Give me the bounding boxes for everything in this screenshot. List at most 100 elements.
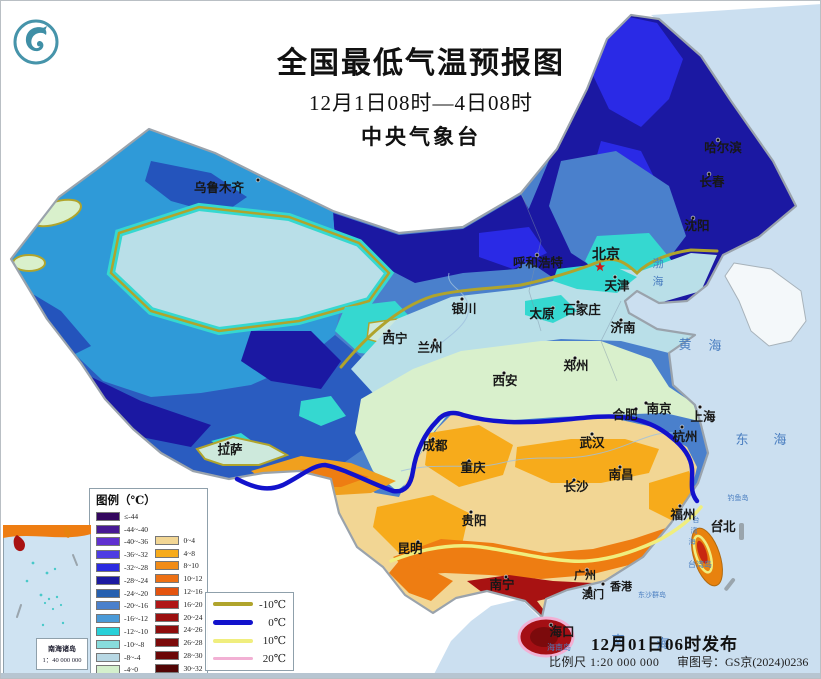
- city-label: 天津: [604, 278, 630, 293]
- city-dot-marker: [548, 622, 554, 628]
- legend-swatch: [155, 599, 180, 609]
- legend-row: ≤-44: [96, 510, 155, 523]
- city-label: 拉萨: [217, 442, 243, 457]
- legend-range-label: -24~-20: [124, 588, 149, 598]
- sea-label: 东: [735, 432, 748, 447]
- city-dot-marker: [618, 317, 624, 323]
- isotherm-line-swatch: [213, 638, 253, 643]
- city-dot-marker: [466, 458, 472, 464]
- city-dot-marker: [575, 299, 581, 305]
- legend-title: 图例（℃）: [96, 495, 156, 507]
- city-label: 广州: [574, 568, 596, 582]
- city-dot-marker: [643, 400, 649, 406]
- sea-label: 钓鱼岛: [728, 493, 749, 502]
- isotherm-label: -10℃: [259, 598, 286, 611]
- city-dot-marker: [386, 328, 392, 334]
- legend-swatch: [96, 627, 120, 637]
- legend-range-label: 30~32: [183, 663, 203, 673]
- sea-label: 海南岛: [547, 642, 571, 652]
- city-label: 南京: [646, 401, 672, 416]
- city-dot-marker: [587, 585, 593, 591]
- isotherm-legend-row: 0℃: [213, 616, 286, 629]
- city-dot-marker: [534, 252, 540, 258]
- legend-row: 28~30: [155, 649, 207, 662]
- city-label: 成都: [422, 438, 448, 453]
- legend-swatch: [96, 614, 120, 624]
- city-dot-marker: [697, 404, 703, 410]
- legend-cold-column: ≤-44 -44~-40 -40~-36 -36~-32 -32~-28 -28~-24 -…: [96, 510, 155, 676]
- city-label: 重庆: [460, 460, 486, 475]
- isotherm-legend-row: 20℃: [213, 652, 286, 665]
- city-label: 海口: [549, 624, 574, 639]
- legend-row: -16~-12: [96, 612, 155, 625]
- temperature-legend: 图例（℃） ≤-44 -44~-40 -40~-36 -36~-32 -32~-28 -2…: [89, 488, 208, 678]
- forecast-period: 12月1日08时—4日08时: [309, 90, 533, 115]
- city-label: 哈尔滨: [704, 140, 742, 155]
- legend-row: -12~-10: [96, 625, 155, 638]
- city-label: 呼和浩特: [513, 255, 564, 270]
- city-dot-marker: [550, 305, 556, 311]
- legend-row: -40~-36: [96, 536, 155, 549]
- legend-swatch: [96, 550, 120, 560]
- taiwan-island: [691, 527, 723, 587]
- legend-row: 12~16: [155, 585, 207, 598]
- sea-label: 海: [773, 432, 786, 447]
- sea-label: 黄: [678, 337, 691, 352]
- city-dot-marker: [459, 296, 465, 302]
- legend-swatch: [96, 537, 120, 547]
- city-dot-marker: [718, 518, 724, 524]
- city-label: 南昌: [608, 467, 633, 482]
- legend-range-label: -16~-12: [124, 614, 149, 624]
- map-header: 全国最低气温预报图 12月1日08时—4日08时 中央气象台: [241, 45, 601, 151]
- city-label: 济南: [610, 320, 636, 335]
- legend-range-label: 20~24: [183, 612, 203, 622]
- isotherm-zero: [234, 410, 700, 504]
- city-label: 上海: [690, 409, 716, 424]
- legend-swatch: [96, 524, 120, 534]
- city-label: 银川: [451, 301, 476, 316]
- legend-range-label: 28~30: [183, 651, 203, 661]
- city-dot-marker: [715, 137, 721, 143]
- legend-row: -32~-28: [96, 561, 155, 574]
- legend-swatch: [96, 511, 120, 521]
- legend-row: 8~10: [155, 560, 207, 573]
- legend-range-label: 16~20: [183, 599, 203, 609]
- city-dot-marker: [571, 477, 577, 483]
- city-label: 南宁: [489, 577, 514, 592]
- legend-range-label: -8~-4: [124, 652, 141, 662]
- city-label: 石家庄: [562, 302, 601, 317]
- legend-row: -8~-4: [96, 651, 155, 664]
- legend-row: -44~-40: [96, 523, 155, 536]
- island-ryukyu: [739, 523, 744, 540]
- city-dot-marker: [255, 177, 261, 183]
- hainan-island: [517, 616, 575, 658]
- sea-label: 海: [653, 274, 664, 288]
- city-label: 昆明: [397, 541, 422, 556]
- legend-swatch: [155, 638, 180, 648]
- city-dot-marker: [612, 274, 618, 280]
- city-dot-marker: [690, 215, 696, 221]
- legend-range-label: 0~4: [183, 535, 196, 545]
- isotherm-label: 20℃: [262, 653, 286, 666]
- city-label: 乌鲁木齐: [194, 180, 245, 195]
- city-dot-marker: [677, 503, 683, 509]
- city-label: 西安: [492, 373, 517, 388]
- city-dot-marker: [503, 574, 509, 580]
- city-label: 合肥: [612, 407, 638, 422]
- map-scale: 比例尺 1:20 000 000: [549, 655, 660, 669]
- isotherm-legend-row: -10℃: [213, 598, 286, 611]
- city-dot-marker: [432, 337, 438, 343]
- city-dot-marker: [225, 440, 231, 446]
- legend-swatch: [96, 563, 120, 573]
- legend-swatch: [155, 587, 180, 597]
- city-dot-marker: [501, 370, 507, 376]
- legend-row: 16~20: [155, 598, 207, 611]
- sea-label: 台湾岛: [688, 559, 712, 569]
- city-label: 台北: [710, 519, 736, 534]
- isotherm-line-swatch: [213, 602, 253, 607]
- legend-swatch: [155, 651, 180, 661]
- city-label: 北京: [592, 246, 620, 262]
- city-dot-marker: [572, 355, 578, 361]
